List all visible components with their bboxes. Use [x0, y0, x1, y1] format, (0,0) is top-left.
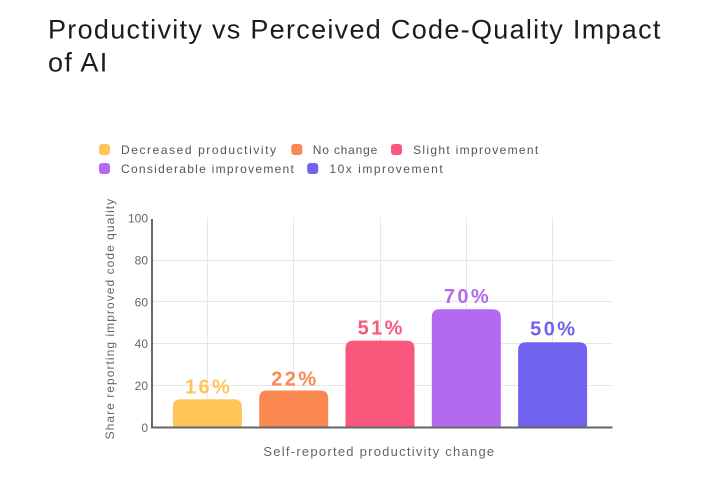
svg-text:80: 80	[135, 254, 149, 268]
svg-text:40: 40	[135, 337, 149, 351]
svg-text:Slight improvement: Slight improvement	[413, 143, 539, 157]
svg-text:Productivity vs Perceived Code: Productivity vs Perceived Code-Quality I…	[48, 15, 662, 45]
svg-text:Considerable improvement: Considerable improvement	[121, 162, 295, 176]
svg-text:22%: 22%	[271, 369, 318, 391]
svg-text:70%: 70%	[444, 286, 491, 308]
svg-text:16%: 16%	[185, 376, 232, 398]
svg-text:Self-reported productivity cha: Self-reported productivity change	[263, 444, 495, 459]
svg-text:50%: 50%	[530, 319, 577, 341]
svg-text:60: 60	[135, 295, 149, 309]
svg-text:100: 100	[128, 212, 148, 226]
svg-text:0: 0	[141, 421, 148, 435]
svg-text:51%: 51%	[358, 318, 405, 340]
svg-text:No change: No change	[313, 143, 378, 157]
svg-text:20: 20	[135, 379, 149, 393]
svg-text:of AI: of AI	[48, 48, 109, 78]
svg-text:10x improvement: 10x improvement	[329, 162, 444, 176]
svg-text:Share reporting improved code: Share reporting improved code quality	[103, 198, 117, 440]
svg-text:Decreased productivity: Decreased productivity	[121, 143, 278, 157]
